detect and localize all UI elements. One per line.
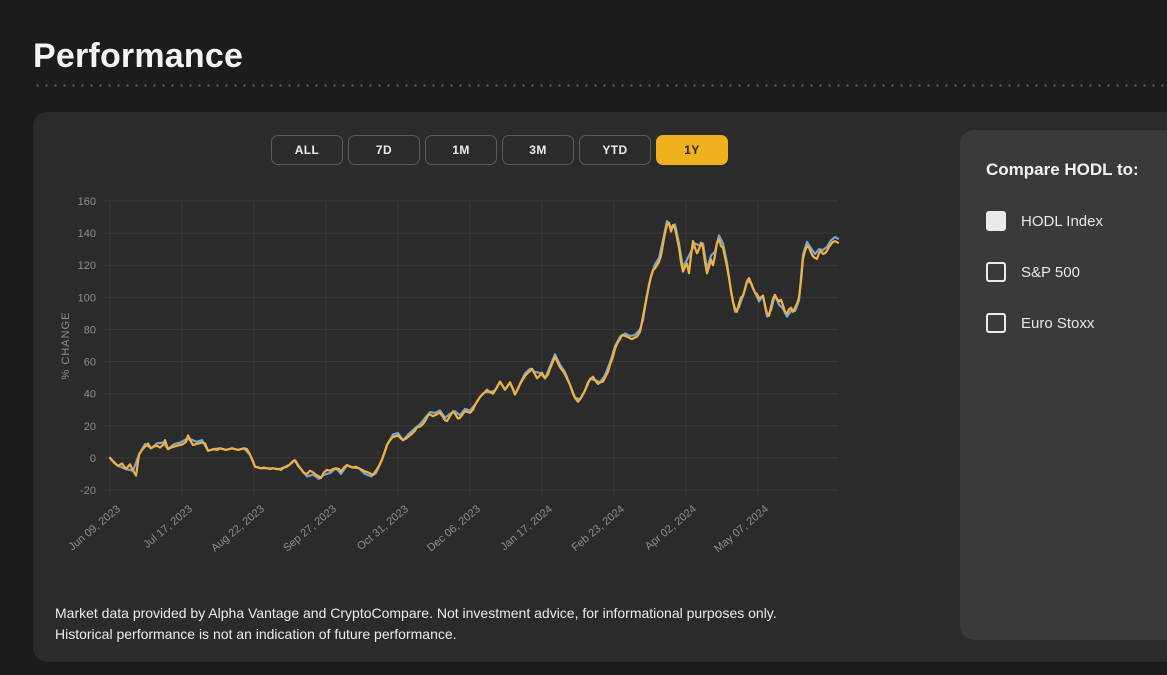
svg-text:Jan 17, 2024: Jan 17, 2024	[498, 503, 554, 553]
range-button-all[interactable]: ALL	[271, 135, 343, 165]
svg-text:0: 0	[90, 453, 96, 465]
svg-text:Oct 31, 2023: Oct 31, 2023	[355, 503, 411, 553]
performance-chart: 160 140 120 100 80 60 40 20 0 -20 Jun 09, 2023 Jul …	[60, 196, 840, 555]
dotted-separator	[33, 84, 1167, 87]
svg-text:Feb 23, 2024: Feb 23, 2024	[570, 503, 627, 554]
svg-text:Sep 27, 2023: Sep 27, 2023	[281, 503, 339, 554]
sp500-label: S&P 500	[1021, 263, 1080, 281]
compare-option-sp500: S&P 500	[986, 262, 1167, 282]
range-button-1y[interactable]: 1Y	[656, 135, 728, 165]
sp500-checkbox[interactable]	[986, 262, 1006, 282]
compare-option-hodl-index: HODL Index	[986, 211, 1167, 231]
svg-text:140: 140	[78, 228, 96, 240]
performance-card: ALL 7D 1M 3M YTD 1Y 160 140 120 100 80 60 40 20…	[33, 112, 1167, 662]
page-title: Performance	[33, 36, 244, 75]
svg-text:Apr 02, 2024: Apr 02, 2024	[643, 503, 699, 553]
compare-panel-title: Compare HODL to:	[986, 160, 1139, 179]
disclaimer-text: Market data provided by Alpha Vantage an…	[55, 605, 777, 642]
compare-option-euro-stoxx: Euro Stoxx	[986, 313, 1167, 333]
euro-stoxx-checkbox[interactable]	[986, 313, 1006, 333]
svg-text:Aug 22, 2023: Aug 22, 2023	[209, 503, 267, 554]
svg-text:May 07, 2024: May 07, 2024	[712, 503, 771, 555]
svg-text:120: 120	[78, 260, 96, 272]
range-button-1m[interactable]: 1M	[425, 135, 497, 165]
svg-text:% CHANGE: % CHANGE	[60, 312, 72, 380]
svg-text:Dec 06, 2023: Dec 06, 2023	[425, 503, 483, 554]
hodl-index-label: HODL Index	[1021, 212, 1103, 230]
range-button-ytd[interactable]: YTD	[579, 135, 651, 165]
svg-text:60: 60	[84, 357, 96, 369]
time-range-toolbar: ALL 7D 1M 3M YTD 1Y	[271, 135, 728, 165]
svg-text:100: 100	[78, 292, 96, 304]
svg-text:Jul 17, 2023: Jul 17, 2023	[141, 503, 195, 551]
svg-text:Jun 09, 2023: Jun 09, 2023	[66, 503, 122, 553]
range-button-3m[interactable]: 3M	[502, 135, 574, 165]
range-button-7d[interactable]: 7D	[348, 135, 420, 165]
svg-text:160: 160	[78, 196, 96, 208]
svg-text:40: 40	[84, 389, 96, 401]
svg-text:20: 20	[84, 421, 96, 433]
hodl-index-checkbox[interactable]	[986, 211, 1006, 231]
svg-text:80: 80	[84, 324, 96, 336]
compare-panel: Compare HODL to: HODL Index S&P 500 Euro…	[960, 130, 1167, 640]
svg-text:-20: -20	[80, 485, 96, 497]
euro-stoxx-label: Euro Stoxx	[1021, 314, 1095, 332]
